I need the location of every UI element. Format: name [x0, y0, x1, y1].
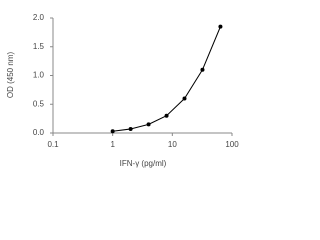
- point: [182, 96, 187, 101]
- y-tick-label: 2.0: [33, 13, 45, 22]
- y-tick-label: 1.0: [33, 71, 45, 80]
- point: [218, 24, 223, 29]
- x-tick-label: 100: [225, 140, 239, 149]
- x-tick-label: 0.1: [47, 140, 59, 149]
- x-tick-label: 10: [168, 140, 177, 149]
- chart: IFN-γ (pg/ml) OD (450 nm) 0.0 0.5 1.0 1.5 2.…: [6, 13, 239, 168]
- y-tick-label: 0.5: [33, 99, 45, 108]
- x-tick-label: 1: [110, 140, 115, 149]
- point: [164, 113, 169, 118]
- point: [110, 129, 115, 134]
- y-tick-label: 0.0: [33, 128, 45, 137]
- y-tick-label: 1.5: [33, 42, 45, 51]
- x-axis-title: IFN-γ (pg/ml): [120, 159, 167, 168]
- y-axis-title: OD (450 nm): [6, 52, 15, 99]
- point: [128, 126, 133, 131]
- point: [200, 67, 205, 72]
- point: [146, 122, 151, 127]
